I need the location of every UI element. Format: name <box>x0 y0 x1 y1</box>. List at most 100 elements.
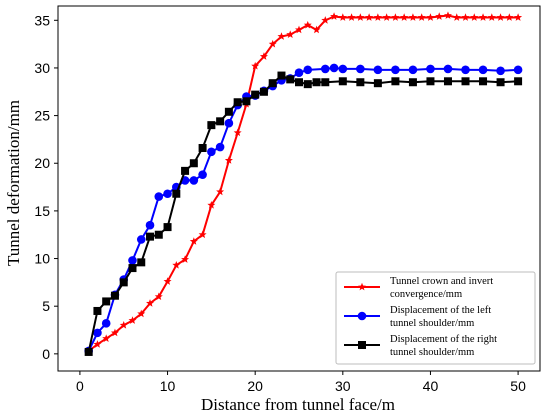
series-3-point <box>137 258 146 267</box>
series-3-point <box>303 80 312 89</box>
series-3-point <box>479 77 488 86</box>
x-tick-label: 10 <box>160 378 176 394</box>
series-1-point <box>330 12 339 20</box>
series-3-point <box>154 230 163 239</box>
series-3-point <box>356 78 365 87</box>
series-3-point <box>163 223 172 232</box>
series-2-point <box>408 65 418 75</box>
series-1-point <box>181 255 190 263</box>
series-3-point <box>408 78 417 87</box>
series-3-point <box>443 77 452 86</box>
series-1-point <box>312 25 321 34</box>
series-3-point <box>216 117 225 126</box>
series-3-point <box>119 278 128 287</box>
series-3-point <box>268 79 277 88</box>
series-3-point <box>146 232 155 241</box>
x-tick-label: 20 <box>247 378 263 394</box>
y-tick-label: 35 <box>34 12 50 28</box>
series-2-point <box>101 319 111 328</box>
series-1-point <box>373 13 382 21</box>
legend-label-3: Displacement of the right <box>390 334 497 345</box>
series-1-point <box>514 13 523 21</box>
series-3-point <box>207 121 216 130</box>
series-1-point <box>163 277 172 285</box>
series-1-point <box>295 25 303 34</box>
series-1-point <box>286 30 295 38</box>
series-2-point <box>391 65 400 75</box>
series-1-point <box>128 316 137 324</box>
series-2-point <box>294 68 304 78</box>
axes: 0 10 20 30 40 50 0 5 10 15 20 25 30 35 <box>34 5 541 394</box>
series-3-point <box>224 107 233 116</box>
series-2-point <box>303 65 313 75</box>
legend-swatch-marker-1 <box>358 282 366 291</box>
series-1-point <box>417 13 426 21</box>
y-tick-label: 25 <box>34 108 50 124</box>
series-1-point <box>172 261 181 269</box>
series-2-point <box>373 65 383 75</box>
series-3-point <box>259 87 268 96</box>
x-tick-label: 40 <box>423 378 439 394</box>
legend-label-1: Tunnel crown and invert <box>390 276 493 287</box>
series-3-point <box>286 75 295 84</box>
series-1-point <box>365 13 374 21</box>
series-2-point <box>154 192 164 201</box>
series-1-point <box>251 61 260 70</box>
plot-area <box>84 11 523 356</box>
series-2-point <box>443 64 453 74</box>
series-1-point <box>102 334 111 342</box>
series-2-point <box>215 142 225 152</box>
legend: Tunnel crown and invert convergence/mm Dis… <box>335 271 536 365</box>
y-tick-label: 10 <box>34 251 50 267</box>
series-3-point <box>461 77 470 86</box>
series-3-point <box>277 71 286 80</box>
series-1-point <box>189 237 198 245</box>
series-1 <box>84 11 523 355</box>
series-3-point <box>102 297 111 306</box>
x-axis-title: Distance from tunnel face/m <box>201 395 395 414</box>
series-1-point <box>487 13 496 21</box>
series-2-point <box>356 64 365 74</box>
series-3-point <box>312 78 321 87</box>
series-1-point <box>154 292 163 301</box>
series-1-point <box>259 52 268 60</box>
series-3-point <box>198 143 207 152</box>
x-tick-label: 30 <box>335 378 351 394</box>
series-1-point <box>224 156 233 164</box>
series-1-point <box>347 13 356 21</box>
series-1-point <box>198 230 207 239</box>
series-2-point <box>136 235 146 244</box>
legend-swatch-marker-2 <box>357 311 367 321</box>
legend-label-2: Displacement of the left <box>390 305 491 316</box>
legend-swatch-marker-3 <box>358 341 366 349</box>
series-3-point <box>338 77 347 86</box>
series-1-point <box>207 200 216 209</box>
series-1-point <box>303 20 312 29</box>
series-1-point <box>216 187 225 196</box>
series-3-point <box>251 90 260 99</box>
series-1-point <box>479 13 488 21</box>
series-2-point <box>320 64 330 74</box>
series-1-point <box>277 32 286 40</box>
y-tick-label: 20 <box>34 155 50 171</box>
series-2-point <box>93 328 102 338</box>
y-tick-label: 30 <box>34 60 50 76</box>
series-2-point <box>513 65 523 75</box>
series-1-point <box>461 13 470 21</box>
series-2-point <box>478 65 488 75</box>
series-2-point <box>198 170 207 179</box>
series-3-point <box>110 291 119 300</box>
series-1-point <box>137 309 146 318</box>
series-2-point <box>461 65 470 75</box>
series-3-point <box>93 306 102 315</box>
series-1-point <box>470 13 479 21</box>
x-tick-label: 0 <box>76 378 84 394</box>
series-1-point <box>110 328 119 337</box>
x-tick-label: 50 <box>510 378 526 394</box>
series-2-point <box>496 66 505 76</box>
series-3-point <box>128 264 137 273</box>
series-1-point <box>452 13 461 21</box>
series-3-point <box>172 189 181 198</box>
series-1-point <box>119 321 128 329</box>
series-1-point <box>443 11 452 19</box>
